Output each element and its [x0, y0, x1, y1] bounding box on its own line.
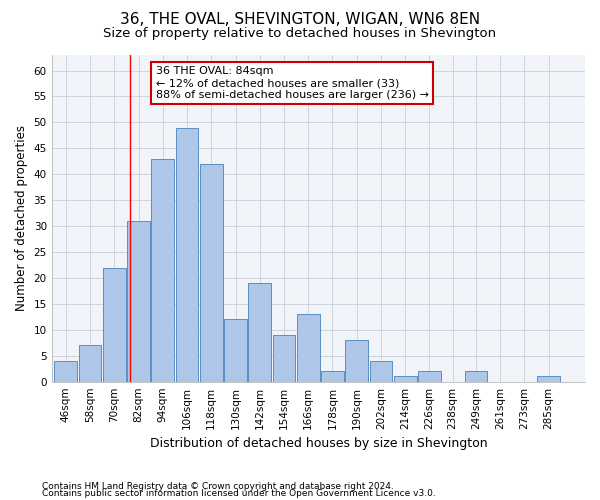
Text: 36 THE OVAL: 84sqm
← 12% of detached houses are smaller (33)
88% of semi-detache: 36 THE OVAL: 84sqm ← 12% of detached hou… [155, 66, 428, 100]
Text: Contains public sector information licensed under the Open Government Licence v3: Contains public sector information licen… [42, 489, 436, 498]
Bar [370, 361, 392, 382]
Text: 36, THE OVAL, SHEVINGTON, WIGAN, WN6 8EN: 36, THE OVAL, SHEVINGTON, WIGAN, WN6 8EN [120, 12, 480, 28]
Text: Contains HM Land Registry data © Crown copyright and database right 2024.: Contains HM Land Registry data © Crown c… [42, 482, 394, 491]
Text: Size of property relative to detached houses in Shevington: Size of property relative to detached ho… [103, 28, 497, 40]
Y-axis label: Number of detached properties: Number of detached properties [15, 126, 28, 312]
Bar [200, 164, 223, 382]
Bar [346, 340, 368, 382]
Bar [418, 372, 441, 382]
Bar [538, 376, 560, 382]
Bar [55, 361, 77, 382]
Bar [151, 158, 174, 382]
Bar [394, 376, 416, 382]
Bar [103, 268, 125, 382]
Bar [464, 372, 487, 382]
Bar [224, 320, 247, 382]
Bar [272, 335, 295, 382]
Bar [321, 372, 344, 382]
Bar [297, 314, 320, 382]
Bar [79, 346, 101, 382]
Bar [248, 283, 271, 382]
Bar [176, 128, 199, 382]
Bar [127, 221, 150, 382]
X-axis label: Distribution of detached houses by size in Shevington: Distribution of detached houses by size … [149, 437, 487, 450]
